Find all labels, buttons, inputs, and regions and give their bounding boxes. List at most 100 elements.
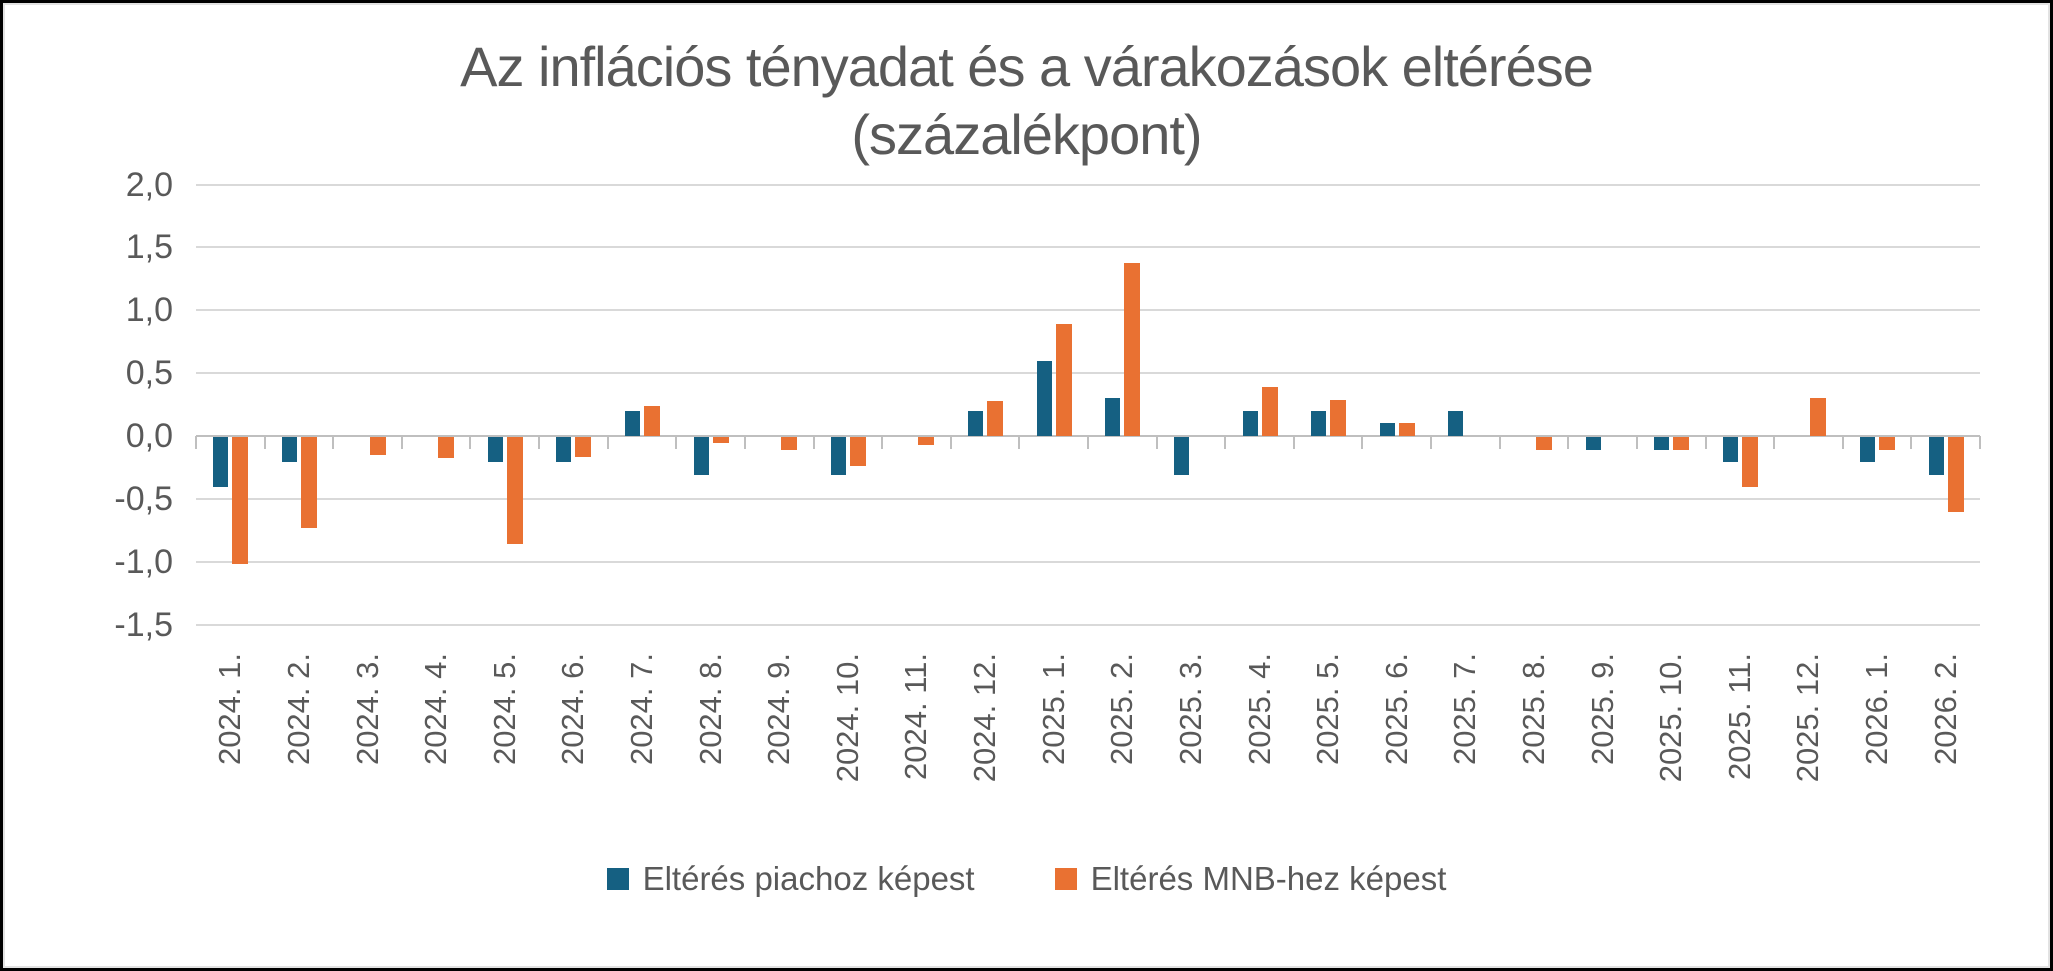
x-axis-label-2025. 12.: 2025. 12. [1790, 653, 1826, 783]
bar-Eltérés MNB-hez képest-2025. 12. [1810, 398, 1827, 436]
bar-Eltérés MNB-hez képest-2025. 5. [1330, 399, 1347, 436]
x-axis-label-2024. 2.: 2024. 2. [280, 653, 316, 766]
gridline--1,0 [196, 560, 1980, 563]
x-axis-tick [1498, 436, 1501, 449]
bar-Eltérés MNB-hez képest-2025. 8. [1536, 437, 1552, 450]
bar-Eltérés piachoz képest-2024. 1. [213, 437, 229, 488]
x-axis-label-2025. 2.: 2025. 2. [1104, 653, 1140, 766]
x-axis-tick [1292, 436, 1295, 449]
x-axis-label-2025. 10.: 2025. 10. [1653, 653, 1689, 783]
bar-Eltérés MNB-hez képest-2024. 5. [506, 437, 523, 544]
x-axis-tick [1018, 436, 1021, 449]
x-axis-label-2025. 11.: 2025. 11. [1721, 653, 1757, 780]
bar-Eltérés piachoz képest-2025. 4. [1242, 410, 1258, 436]
x-axis-tick [1087, 436, 1089, 449]
bar-Eltérés piachoz képest-2025. 1. [1036, 360, 1052, 436]
bar-Eltérés piachoz képest-2025. 2. [1105, 398, 1121, 436]
bar-Eltérés MNB-hez képest-2024. 1. [232, 437, 249, 564]
bar-Eltérés MNB-hez képest-2025. 11. [1741, 437, 1758, 488]
bar-Eltérés piachoz képest-2024. 8. [693, 437, 709, 475]
y-axis-label--1,5: -1,5 [114, 605, 173, 644]
y-axis-label-2,0: 2,0 [125, 165, 173, 204]
bar-Eltérés piachoz képest-2024. 12. [968, 410, 984, 436]
gridline-1,0 [196, 309, 1980, 312]
bar-Eltérés piachoz képest-2025. 9. [1585, 437, 1601, 450]
legend-label-piac: Eltérés piachoz képest [642, 860, 975, 897]
x-axis-label-2024. 6.: 2024. 6. [555, 653, 591, 766]
bar-Eltérés MNB-hez képest-2026. 1. [1879, 437, 1896, 450]
bar-Eltérés MNB-hez képest-2025. 6. [1398, 423, 1415, 436]
chart-title-line1: Az inflációs tényadat és a várakozások e… [460, 35, 1594, 98]
x-axis-label-2024. 4.: 2024. 4. [418, 653, 454, 766]
x-axis-label-2024. 11.: 2024. 11. [898, 653, 934, 780]
x-axis-label-2024. 7.: 2024. 7. [624, 653, 659, 766]
x-axis-tick [1841, 436, 1844, 449]
legend-swatch-blue-icon [606, 868, 629, 890]
bar-Eltérés piachoz képest-2024. 6. [556, 437, 572, 463]
gridline-1,5 [196, 246, 1980, 249]
legend-item-piac: Eltérés piachoz képest [606, 859, 975, 899]
bar-Eltérés piachoz képest-2024. 10. [830, 437, 846, 475]
bar-Eltérés piachoz képest-2024. 7. [625, 410, 640, 436]
x-axis-label-2024. 3.: 2024. 3. [349, 653, 385, 766]
y-axis-label--0,5: -0,5 [114, 479, 173, 518]
x-axis-tick [195, 436, 197, 449]
chart-title: Az inflációs tényadat és a várakozások e… [3, 33, 2050, 170]
bar-Eltérés piachoz képest-2025. 6. [1379, 423, 1395, 436]
x-axis-label-2024. 12.: 2024. 12. [967, 653, 1003, 783]
x-axis-tick [812, 436, 815, 449]
bar-Eltérés piachoz képest-2024. 2. [281, 437, 297, 463]
bar-Eltérés MNB-hez képest-2025. 1. [1055, 324, 1072, 436]
bar-Eltérés MNB-hez képest-2024. 12. [987, 400, 1004, 436]
bar-Eltérés MNB-hez képest-2024. 11. [918, 437, 935, 445]
x-axis-tick [1155, 436, 1158, 449]
y-axis-label--1,0: -1,0 [114, 542, 173, 581]
legend-swatch-orange-icon [1054, 868, 1077, 890]
x-axis-tick [1773, 436, 1776, 449]
x-axis-label-2024. 5.: 2024. 5. [486, 653, 522, 766]
x-axis-tick [1430, 436, 1433, 449]
x-axis-label-2025. 3.: 2025. 3. [1172, 653, 1208, 766]
legend: Eltérés piachoz képest Eltérés MNB-hez k… [3, 859, 2050, 899]
x-axis-label-2025. 4.: 2025. 4. [1241, 653, 1277, 766]
bar-Eltérés piachoz képest-2025. 11. [1722, 437, 1738, 463]
bar-Eltérés MNB-hez képest-2026. 2. [1947, 437, 1964, 513]
bar-Eltérés piachoz képest-2025. 10. [1654, 437, 1670, 450]
y-axis-label-1,0: 1,0 [125, 291, 173, 330]
x-axis-tick [469, 436, 472, 449]
x-axis-label-2026. 2.: 2026. 2. [1927, 653, 1963, 766]
x-axis-label-2025. 7.: 2025. 7. [1447, 653, 1483, 766]
legend-label-mnb: Eltérés MNB-hez képest [1090, 860, 1447, 897]
bar-Eltérés MNB-hez képest-2024. 8. [712, 437, 729, 444]
gridline--1,5 [196, 623, 1980, 626]
x-axis-tick [1567, 436, 1570, 449]
bar-Eltérés piachoz képest-2025. 3. [1173, 437, 1189, 475]
bar-Eltérés MNB-hez képest-2025. 4. [1261, 386, 1278, 436]
x-axis-label-2024. 9.: 2024. 9. [761, 653, 797, 766]
x-axis-label-2026. 1.: 2026. 1. [1859, 653, 1895, 766]
x-axis-tick [675, 436, 678, 449]
x-axis-tick [1635, 436, 1638, 449]
bar-Eltérés MNB-hez képest-2024. 4. [438, 437, 455, 459]
x-axis-tick [949, 436, 952, 449]
x-axis-tick [538, 436, 541, 449]
legend-item-mnb: Eltérés MNB-hez képest [1054, 859, 1447, 899]
y-axis-label-1,5: 1,5 [125, 228, 173, 267]
x-axis-tick [606, 436, 609, 449]
bar-Eltérés piachoz képest-2024. 5. [487, 437, 503, 463]
x-axis-tick [881, 436, 884, 449]
plot-area: 2,0 1,5 1,0 0,5 0,0 -0,5 -1,0 -1,5 2024. 1. 2024.… [3, 3, 2050, 968]
x-axis-label-2025. 6.: 2025. 6. [1378, 653, 1414, 766]
x-axis-tick [743, 436, 746, 449]
x-axis-tick [400, 436, 403, 449]
x-axis-tick [1224, 436, 1227, 449]
bar-Eltérés piachoz képest-2025. 5. [1311, 410, 1327, 436]
x-axis-tick [332, 436, 335, 449]
bar-Eltérés MNB-hez képest-2025. 10. [1673, 437, 1690, 450]
x-axis-tick [1910, 436, 1913, 449]
gridline--0,5 [196, 497, 1980, 500]
x-axis-label-2025. 8.: 2025. 8. [1516, 653, 1551, 766]
x-axis-label-2025. 5.: 2025. 5. [1310, 653, 1346, 766]
bar-Eltérés piachoz képest-2026. 2. [1928, 437, 1944, 475]
